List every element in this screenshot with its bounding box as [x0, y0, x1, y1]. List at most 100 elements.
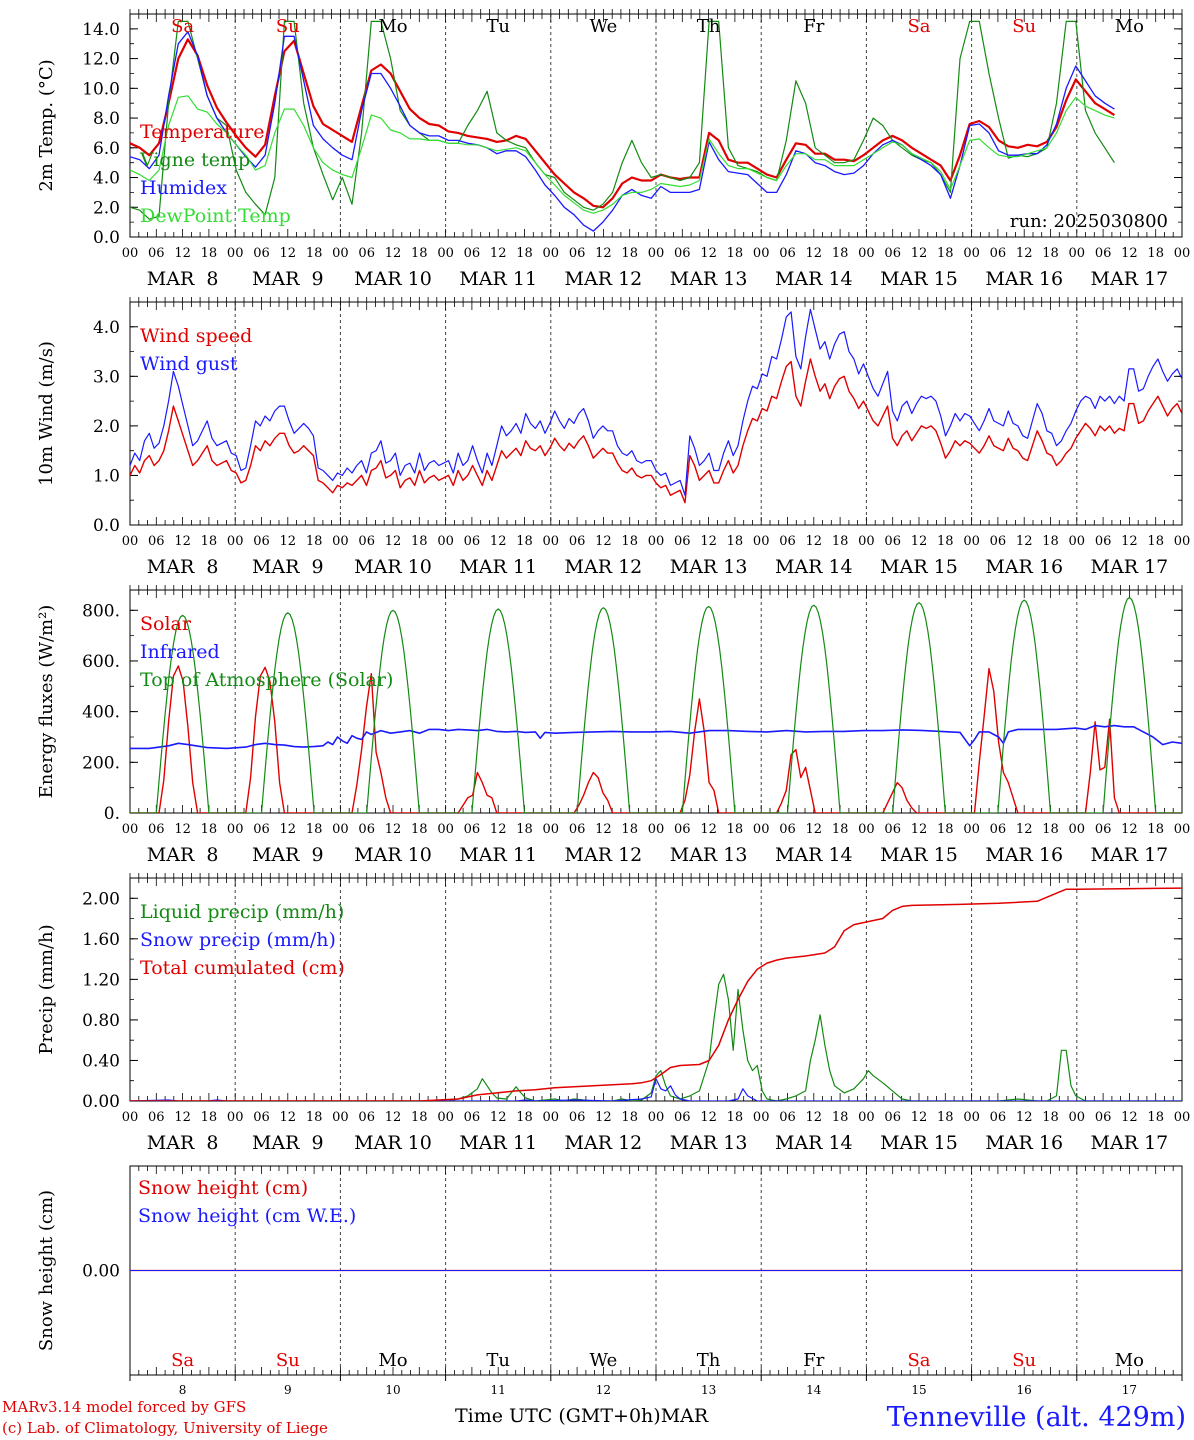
- y-tick-label: 0.80: [82, 1011, 120, 1031]
- y-tick-label: 800.: [82, 601, 120, 621]
- hour-label: 12: [174, 822, 191, 837]
- x-ticks: [129, 873, 1183, 1101]
- y-tick-label: 2.00: [82, 889, 120, 909]
- hour-label: 18: [621, 1110, 638, 1125]
- date-label: MAR 14: [775, 1132, 853, 1154]
- hour-label: 12: [280, 246, 297, 261]
- hour-label: 12: [806, 1110, 823, 1125]
- hour-label: 06: [569, 246, 586, 261]
- series-line-snow-precip-mm-h-: [130, 1078, 1182, 1101]
- hour-label: 12: [280, 822, 297, 837]
- hour-label: 00: [963, 534, 980, 549]
- hour-label: 18: [411, 246, 428, 261]
- hour-label: 00: [858, 1110, 875, 1125]
- series-line-wind-speed: [130, 358, 1182, 504]
- hour-label: 00: [122, 822, 139, 837]
- y-tick-label: 0.00: [82, 1262, 120, 1282]
- date-label: MAR 15: [880, 268, 958, 290]
- hour-label: 12: [1016, 1110, 1033, 1125]
- day-name: Su: [276, 1350, 300, 1371]
- date-label: MAR 13: [670, 844, 748, 866]
- date-label: MAR 17: [1091, 844, 1169, 866]
- hour-label: 00: [1174, 246, 1191, 261]
- hour-label: 18: [306, 534, 323, 549]
- date-label: MAR 8: [147, 556, 219, 578]
- hour-label: 00: [648, 246, 665, 261]
- hour-label: 18: [1042, 534, 1059, 549]
- hour-label: 12: [806, 822, 823, 837]
- hour-label: 18: [1042, 822, 1059, 837]
- hour-label: 00: [543, 246, 560, 261]
- date-label: MAR 17: [1091, 268, 1169, 290]
- hour-label: 18: [201, 1110, 218, 1125]
- hour-label: 06: [148, 534, 165, 549]
- hour-label: 06: [1095, 534, 1112, 549]
- hour-label: 06: [990, 246, 1007, 261]
- hour-label: 00: [543, 1110, 560, 1125]
- day-name: Su: [1012, 16, 1036, 37]
- x-ticks: [129, 9, 1183, 237]
- day-number: 11: [491, 1383, 506, 1397]
- hour-label: 06: [884, 822, 901, 837]
- day-name: Th: [697, 16, 721, 37]
- y-tick-label: 0.0: [93, 516, 120, 536]
- date-label: MAR 10: [354, 268, 432, 290]
- panel-frame: [129, 301, 1183, 526]
- date-label: MAR 17: [1091, 1132, 1169, 1154]
- hour-label: 12: [595, 822, 612, 837]
- x-axis-title: Time UTC (GMT+0h)MAR: [455, 1405, 709, 1427]
- date-label: MAR 13: [670, 1132, 748, 1154]
- hour-label: 06: [884, 534, 901, 549]
- hour-label: 00: [227, 246, 244, 261]
- date-label: MAR 12: [565, 1132, 643, 1154]
- hour-label: 00: [437, 822, 454, 837]
- day-name: Su: [276, 16, 300, 37]
- hour-label: 18: [1042, 1110, 1059, 1125]
- hour-label: 12: [1121, 822, 1138, 837]
- date-label: MAR 8: [147, 1132, 219, 1154]
- date-label: MAR 9: [252, 844, 324, 866]
- x-ticks: [129, 1166, 1183, 1375]
- hour-label: 06: [253, 534, 270, 549]
- date-label: MAR 16: [985, 844, 1063, 866]
- hour-label: 06: [464, 534, 481, 549]
- hour-label: 12: [595, 534, 612, 549]
- hour-label: 00: [122, 1110, 139, 1125]
- y-tick-label: 4.0: [93, 318, 120, 338]
- hour-label: 18: [201, 534, 218, 549]
- hour-label: 18: [1147, 1110, 1164, 1125]
- date-label: MAR 9: [252, 268, 324, 290]
- series-line-temperature: [130, 38, 1115, 209]
- hour-label: 00: [1174, 822, 1191, 837]
- hour-label: 06: [1095, 822, 1112, 837]
- legend-entry: Snow precip (mm/h): [140, 929, 336, 951]
- station-name: Tenneville (alt. 429m): [886, 1402, 1186, 1433]
- hour-label: 06: [358, 534, 375, 549]
- hour-label: 00: [1069, 246, 1086, 261]
- hour-label: 00: [332, 534, 349, 549]
- hour-label: 00: [227, 1110, 244, 1125]
- day-name: Th: [697, 1350, 721, 1371]
- hour-label: 18: [621, 822, 638, 837]
- date-label: MAR 12: [565, 268, 643, 290]
- hour-label: 18: [832, 534, 849, 549]
- day-name: Tu: [486, 16, 510, 37]
- hour-label: 12: [1016, 534, 1033, 549]
- day-number: 13: [701, 1383, 716, 1397]
- hour-label: 00: [437, 534, 454, 549]
- hour-label: 00: [332, 822, 349, 837]
- panel-1: [129, 9, 1183, 238]
- hour-label: 18: [411, 822, 428, 837]
- hour-label: 06: [674, 534, 691, 549]
- hour-label: 18: [411, 534, 428, 549]
- date-label: MAR 9: [252, 1132, 324, 1154]
- hour-label: 18: [621, 534, 638, 549]
- hour-label: 12: [1121, 1110, 1138, 1125]
- day-name: We: [590, 1350, 618, 1371]
- legend-entry: Top of Atmosphere (Solar): [140, 669, 393, 691]
- hour-label: 12: [1016, 246, 1033, 261]
- date-label: MAR 10: [354, 1132, 432, 1154]
- y-tick-label: 10.0: [82, 79, 120, 99]
- hour-label: 18: [1147, 534, 1164, 549]
- hour-label: 00: [122, 246, 139, 261]
